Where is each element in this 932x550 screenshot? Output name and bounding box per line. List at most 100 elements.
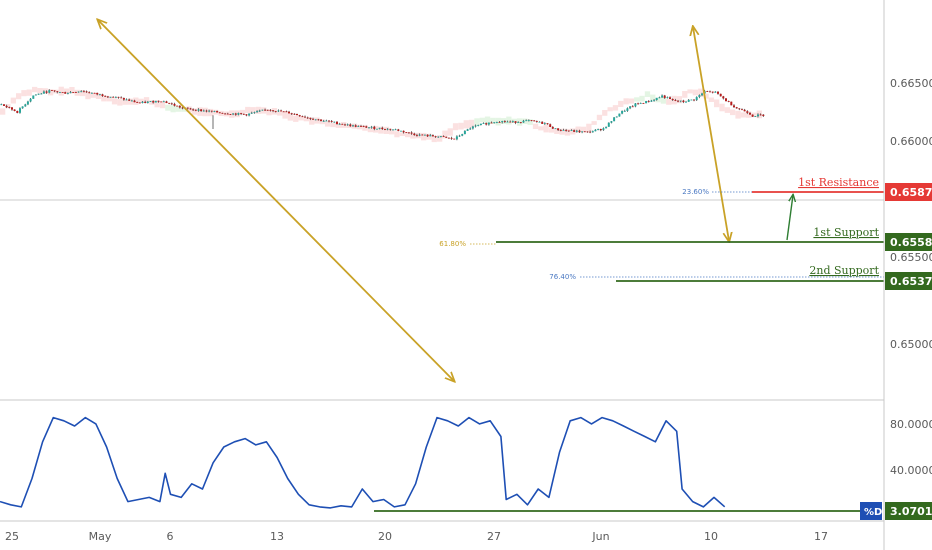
candle-body xyxy=(570,130,573,131)
candle xyxy=(618,113,621,117)
cloud-segment xyxy=(740,112,746,118)
candle xyxy=(26,100,29,106)
candle xyxy=(80,90,83,93)
candle xyxy=(746,110,749,115)
candle-body xyxy=(122,98,125,100)
candle-body xyxy=(751,114,754,117)
candle-body xyxy=(565,130,568,131)
candle-body xyxy=(176,105,179,107)
cloud-segment xyxy=(490,117,496,124)
candle-body xyxy=(474,125,477,127)
candle-body xyxy=(256,111,259,113)
time-tick-label: 25 xyxy=(5,530,19,543)
candle-body xyxy=(90,92,93,94)
candle xyxy=(40,93,43,95)
candle-body xyxy=(602,128,605,131)
candle-body xyxy=(120,97,123,99)
osc-tick-label: 40.0000 xyxy=(890,464,932,477)
candle xyxy=(514,121,517,125)
candle-body xyxy=(581,131,584,133)
candle-body xyxy=(735,107,738,109)
cloud-segment xyxy=(602,110,608,116)
osc-tick-label: 80.0000 xyxy=(890,418,932,431)
candle xyxy=(599,128,602,132)
retracement-arrow xyxy=(693,27,729,241)
cloud-segment xyxy=(596,114,603,121)
cloud-segment xyxy=(746,111,752,118)
level-label-2: 1st Support xyxy=(813,226,879,239)
candle xyxy=(559,129,562,132)
candle xyxy=(631,105,634,108)
cloud-segment xyxy=(314,117,320,124)
candle-body xyxy=(344,124,346,126)
candle-body xyxy=(589,131,592,133)
candle-body xyxy=(479,123,482,125)
candle-body xyxy=(194,109,197,111)
candle-body xyxy=(455,136,458,140)
candle-body xyxy=(248,113,251,116)
candle-body xyxy=(461,134,464,136)
cloud-segment xyxy=(437,135,443,142)
candle-body xyxy=(114,96,117,98)
candle xyxy=(711,91,714,94)
candle xyxy=(455,135,458,141)
candle-body xyxy=(304,116,306,118)
candle-body xyxy=(245,114,248,116)
candle-body xyxy=(421,134,424,136)
candle xyxy=(400,130,402,132)
candle-body xyxy=(757,114,759,117)
candle xyxy=(34,94,37,96)
candle-body xyxy=(72,92,75,93)
candle-body xyxy=(82,91,85,93)
cloud-segment xyxy=(122,99,128,105)
candle-body xyxy=(666,97,669,99)
candle xyxy=(93,92,96,94)
candle xyxy=(557,128,560,131)
candle xyxy=(397,128,400,132)
candle-body xyxy=(69,92,72,94)
candle xyxy=(743,108,746,112)
candle-body xyxy=(517,122,520,123)
cloud-segment xyxy=(79,90,86,97)
price-badge-2 xyxy=(885,233,932,251)
candle-body xyxy=(269,109,272,111)
candle xyxy=(677,100,679,103)
candle-body xyxy=(722,96,725,99)
candle xyxy=(466,128,469,131)
candle-body xyxy=(13,109,16,111)
candle xyxy=(565,128,568,132)
candle xyxy=(759,113,762,116)
candle xyxy=(24,103,27,107)
cloud-segment xyxy=(714,99,720,108)
fib-label-3: 76.40% xyxy=(549,273,576,281)
candle-body xyxy=(349,124,352,127)
candle-body xyxy=(178,105,181,108)
candle-body xyxy=(240,113,243,114)
candle-body xyxy=(197,109,200,111)
cloud-segment xyxy=(5,104,11,109)
candle xyxy=(114,96,117,99)
candle xyxy=(88,91,91,94)
price-badge-value-2: 0.65589 xyxy=(890,236,932,249)
candle-body xyxy=(671,99,674,100)
cloud-segment xyxy=(159,101,166,109)
cloud-segment xyxy=(554,128,560,134)
candle-body xyxy=(272,110,275,112)
candle-body xyxy=(490,122,493,124)
cloud-segment xyxy=(48,89,54,96)
candle-body xyxy=(389,128,392,130)
candle xyxy=(149,101,152,102)
price-axis: 0.66500 0.66000 0.65500 0.65000 xyxy=(890,77,932,351)
cloud-segment xyxy=(666,99,672,105)
price-badges: 0.65871 0.65589 0.65376 %D 3.0701 xyxy=(860,183,932,520)
candle-body xyxy=(45,91,48,93)
candle-body xyxy=(725,98,727,102)
cloud-segment xyxy=(0,108,6,115)
cloud-segment xyxy=(687,89,693,94)
candle-body xyxy=(639,103,642,104)
candle-body xyxy=(58,92,61,93)
cloud-segment xyxy=(58,86,64,96)
cloud-segment xyxy=(612,105,619,111)
candle-body xyxy=(162,101,165,103)
candle xyxy=(679,100,682,103)
